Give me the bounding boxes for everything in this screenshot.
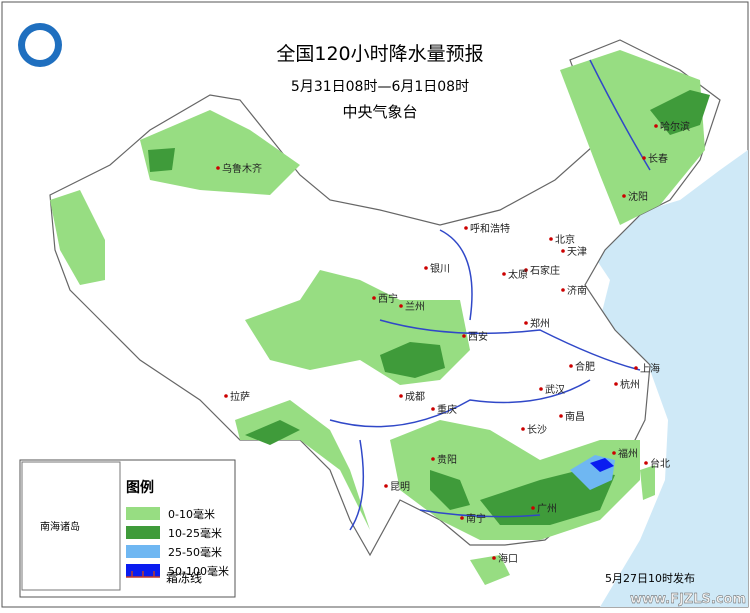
- city-dot: [622, 194, 626, 198]
- frost-swatch: [126, 571, 160, 578]
- city-label: 天津: [567, 246, 587, 258]
- city-dot: [460, 516, 464, 520]
- city-dot: [399, 304, 403, 308]
- legend-swatch: [126, 564, 160, 577]
- precip-area: [148, 148, 175, 172]
- city-label: 西宁: [378, 292, 398, 305]
- city-label: 太原: [508, 268, 528, 281]
- legend-label: 10-25毫米: [168, 526, 222, 540]
- legend-swatch: [126, 507, 160, 520]
- agency: 中央气象台: [342, 103, 417, 121]
- city-dot: [372, 296, 376, 300]
- city-label: 长沙: [527, 424, 547, 436]
- city-label: 重庆: [437, 403, 457, 416]
- precip-area: [380, 342, 445, 378]
- city-dot: [614, 382, 618, 386]
- city-dot: [399, 394, 403, 398]
- legend-label: 0-10毫米: [168, 507, 215, 521]
- precip-area: [640, 465, 655, 500]
- legend-label: 25-50毫米: [168, 545, 222, 559]
- city-dot: [492, 556, 496, 560]
- city-label: 南宁: [466, 512, 486, 525]
- city-dot: [431, 407, 435, 411]
- city-label: 拉萨: [230, 390, 250, 403]
- city-dot: [642, 156, 646, 160]
- precip-area: [650, 90, 710, 135]
- legend-swatch: [126, 526, 160, 539]
- city-label: 石家庄: [530, 264, 560, 277]
- precip-areas: [50, 50, 710, 585]
- frost-label: 霜冻线: [166, 570, 202, 585]
- precip-area: [245, 420, 300, 445]
- city-label: 福州: [618, 447, 638, 460]
- city-dot: [634, 366, 638, 370]
- city-label: 合肥: [575, 360, 595, 373]
- city-label: 台北: [650, 457, 670, 470]
- legend-swatch: [126, 545, 160, 558]
- city-label: 西安: [468, 330, 488, 343]
- city-dot: [644, 461, 648, 465]
- city-label: 南昌: [565, 410, 585, 423]
- city-dot: [561, 288, 565, 292]
- release-note: 5月27日10时发布: [605, 571, 695, 585]
- precip-area: [470, 555, 510, 585]
- city-dot: [559, 414, 563, 418]
- city-dot: [524, 268, 528, 272]
- inset-map: [21, 461, 121, 591]
- legend-items: 0-10毫米 10-25毫米 25-50毫米 50-100毫米: [126, 507, 229, 578]
- city-label: 兰州: [405, 300, 425, 313]
- legend-title: 图例: [126, 479, 154, 496]
- city-label: 昆明: [390, 481, 410, 493]
- city-label: 北京: [555, 233, 575, 246]
- legend-label: 50-100毫米: [168, 564, 229, 578]
- precip-area: [590, 458, 614, 472]
- city-label: 广州: [537, 503, 557, 515]
- precip-area: [140, 110, 300, 195]
- city-label: 乌鲁木齐: [222, 162, 262, 175]
- city-label: 成都: [405, 391, 425, 403]
- city-dot: [524, 321, 528, 325]
- city-label: 武汉: [545, 383, 565, 396]
- city-dot: [502, 272, 506, 276]
- precip-area: [50, 190, 105, 285]
- city-label: 上海: [640, 362, 660, 375]
- city-dot: [521, 427, 525, 431]
- city-dot: [549, 237, 553, 241]
- city-dot: [539, 387, 543, 391]
- city-dot: [216, 166, 220, 170]
- city-dot: [424, 266, 428, 270]
- city-dot: [561, 249, 565, 253]
- city-dot: [612, 451, 616, 455]
- city-label: 郑州: [530, 317, 550, 330]
- sea: [590, 150, 748, 607]
- city-dot: [531, 506, 535, 510]
- city-dot: [224, 394, 228, 398]
- inset-label: 南海诸岛: [40, 520, 80, 533]
- city-label: 呼和浩特: [470, 223, 510, 235]
- title: 全国120小时降水量预报: [276, 43, 483, 65]
- city-dot: [384, 484, 388, 488]
- city-label: 银川: [430, 262, 450, 275]
- city-label: 济南: [567, 284, 587, 297]
- city-label: 长春: [648, 153, 668, 165]
- precip-area: [480, 470, 615, 525]
- city-label: 海口: [498, 552, 518, 565]
- city-dot: [462, 334, 466, 338]
- period: 5月31日08时—6月1日08时: [291, 79, 469, 95]
- logo-inner: [25, 30, 55, 60]
- city-dot: [654, 124, 658, 128]
- city-label: 杭州: [620, 378, 640, 391]
- rivers: [329, 59, 651, 531]
- city-dot: [569, 364, 573, 368]
- city-label: 哈尔滨: [660, 120, 690, 133]
- city-label: 贵阳: [437, 453, 457, 466]
- precip-area: [560, 50, 705, 225]
- city-label: 沈阳: [628, 190, 648, 203]
- city-dot: [431, 457, 435, 461]
- precip-area: [430, 470, 470, 510]
- watermark: www.FJZLS.com: [630, 592, 746, 607]
- city-dot: [464, 226, 468, 230]
